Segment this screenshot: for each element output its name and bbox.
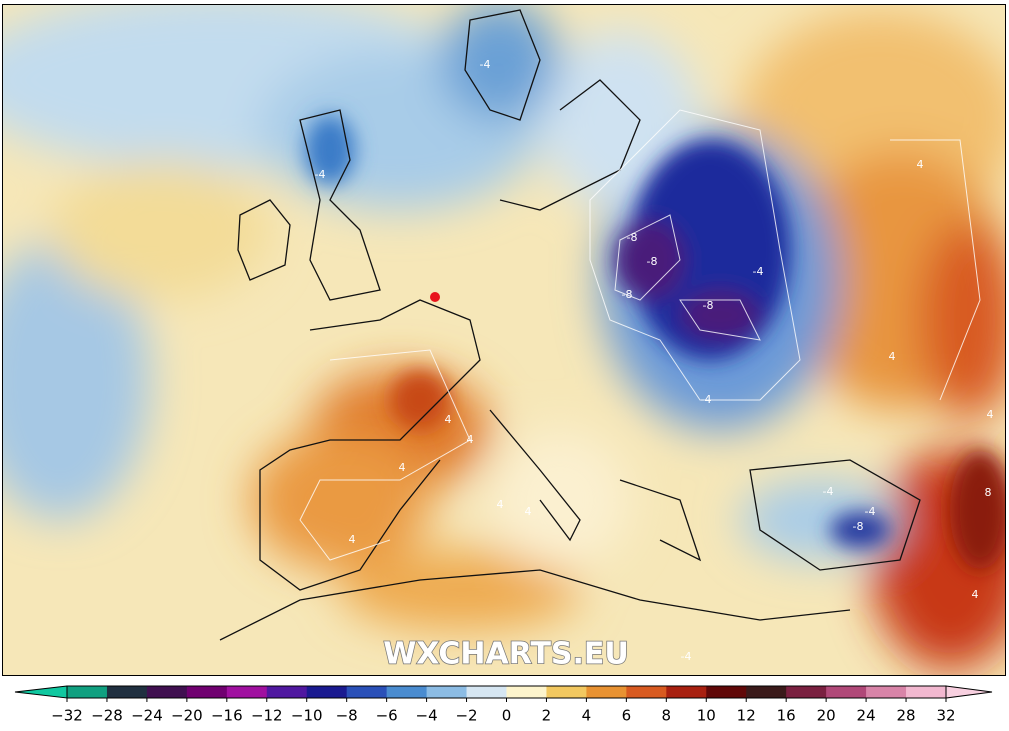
colorbar-tick-label: −28 xyxy=(91,707,123,725)
contour-label: 4 xyxy=(889,350,896,363)
colorbar-tick-label: −6 xyxy=(376,707,398,725)
colorbar-tick-label: −32 xyxy=(51,707,83,725)
colorbar-tick-label: 0 xyxy=(502,707,512,725)
contour-label: 4 xyxy=(445,413,452,426)
contour-label: -8 xyxy=(853,520,864,533)
colorbar-segment xyxy=(186,686,228,698)
contour-label: 4 xyxy=(497,498,504,511)
contour-label: -4 xyxy=(701,393,712,406)
colorbar-over xyxy=(945,685,993,699)
colorbar: −32 −28 −24 −20 −16 −12 −10 −8 −6 −4 −2 0 2 4 6 8 10 12 16… xyxy=(14,685,993,725)
colorbar-tick-label: 12 xyxy=(737,707,756,725)
contour-label: 4 xyxy=(399,461,406,474)
colorbar-tick-label: −20 xyxy=(171,707,203,725)
colorbar-tick-label: 8 xyxy=(662,707,672,725)
colorbar-segment xyxy=(786,686,827,698)
colorbar-tick-label: 10 xyxy=(697,707,716,725)
colorbar-segment xyxy=(746,686,787,698)
colorbar-segment xyxy=(466,686,507,698)
colorbar-segment xyxy=(906,686,947,698)
colorbar-segment xyxy=(146,686,188,698)
colorbar-tick-label: 4 xyxy=(582,707,592,725)
contour-label: 8 xyxy=(985,486,992,499)
contour-label: 4 xyxy=(917,158,924,171)
colorbar-tick-label: −10 xyxy=(291,707,323,725)
colorbar-segment xyxy=(386,686,428,698)
colorbar-segment xyxy=(426,686,468,698)
colorbar-segment xyxy=(506,686,547,698)
contour-label: -8 xyxy=(622,288,633,301)
colorbar-segment xyxy=(826,686,867,698)
colorbar-tick-label: −24 xyxy=(131,707,163,725)
contours xyxy=(299,109,981,561)
colorbar-tick-label: 24 xyxy=(857,707,876,725)
colorbar-tick-label: 28 xyxy=(896,707,915,725)
contour-label: -8 xyxy=(703,299,714,312)
location-marker xyxy=(430,292,440,302)
contour-label: 4 xyxy=(987,408,994,421)
contour-label: -4 xyxy=(865,505,876,518)
colorbar-segment xyxy=(346,686,388,698)
colorbar-tick-label: 32 xyxy=(936,707,955,725)
contour-label: 4 xyxy=(467,433,474,446)
contour-label: -4 xyxy=(480,58,491,71)
colorbar-segment xyxy=(546,686,587,698)
contour-label: 4 xyxy=(972,588,979,601)
colorbar-tick-label: −8 xyxy=(336,707,358,725)
colorbar-under xyxy=(14,685,68,699)
colorbar-tick-label: 6 xyxy=(622,707,632,725)
contour-label: -8 xyxy=(627,231,638,244)
colorbar-segment xyxy=(106,686,148,698)
colorbar-tick-label: 16 xyxy=(777,707,796,725)
watermark: WXCHARTS.EU xyxy=(383,637,629,672)
contour-label: -4 xyxy=(753,265,764,278)
colorbar-tick-label: 20 xyxy=(817,707,836,725)
colorbar-segment xyxy=(266,686,308,698)
contour-label: 4 xyxy=(349,533,356,546)
colorbar-tick-label: −4 xyxy=(416,707,438,725)
contour-label: -4 xyxy=(315,168,326,181)
colorbar-segment xyxy=(67,686,108,698)
contour-label: -4 xyxy=(681,650,692,663)
colorbar-segment xyxy=(626,686,667,698)
coastlines xyxy=(219,9,921,641)
colorbar-segment xyxy=(226,686,268,698)
colorbar-segment xyxy=(586,686,627,698)
contour-label: 4 xyxy=(525,505,532,518)
colorbar-tick-label: −16 xyxy=(211,707,243,725)
colorbar-segment xyxy=(706,686,747,698)
colorbar-segment xyxy=(666,686,707,698)
colorbar-tick-label: −12 xyxy=(251,707,283,725)
colorbar-tick-label: 2 xyxy=(542,707,552,725)
contour-label: -8 xyxy=(647,255,658,268)
colorbar-tick-label: −2 xyxy=(455,707,477,725)
colorbar-segment xyxy=(866,686,907,698)
colorbar-segment xyxy=(306,686,348,698)
contour-label: -4 xyxy=(823,485,834,498)
